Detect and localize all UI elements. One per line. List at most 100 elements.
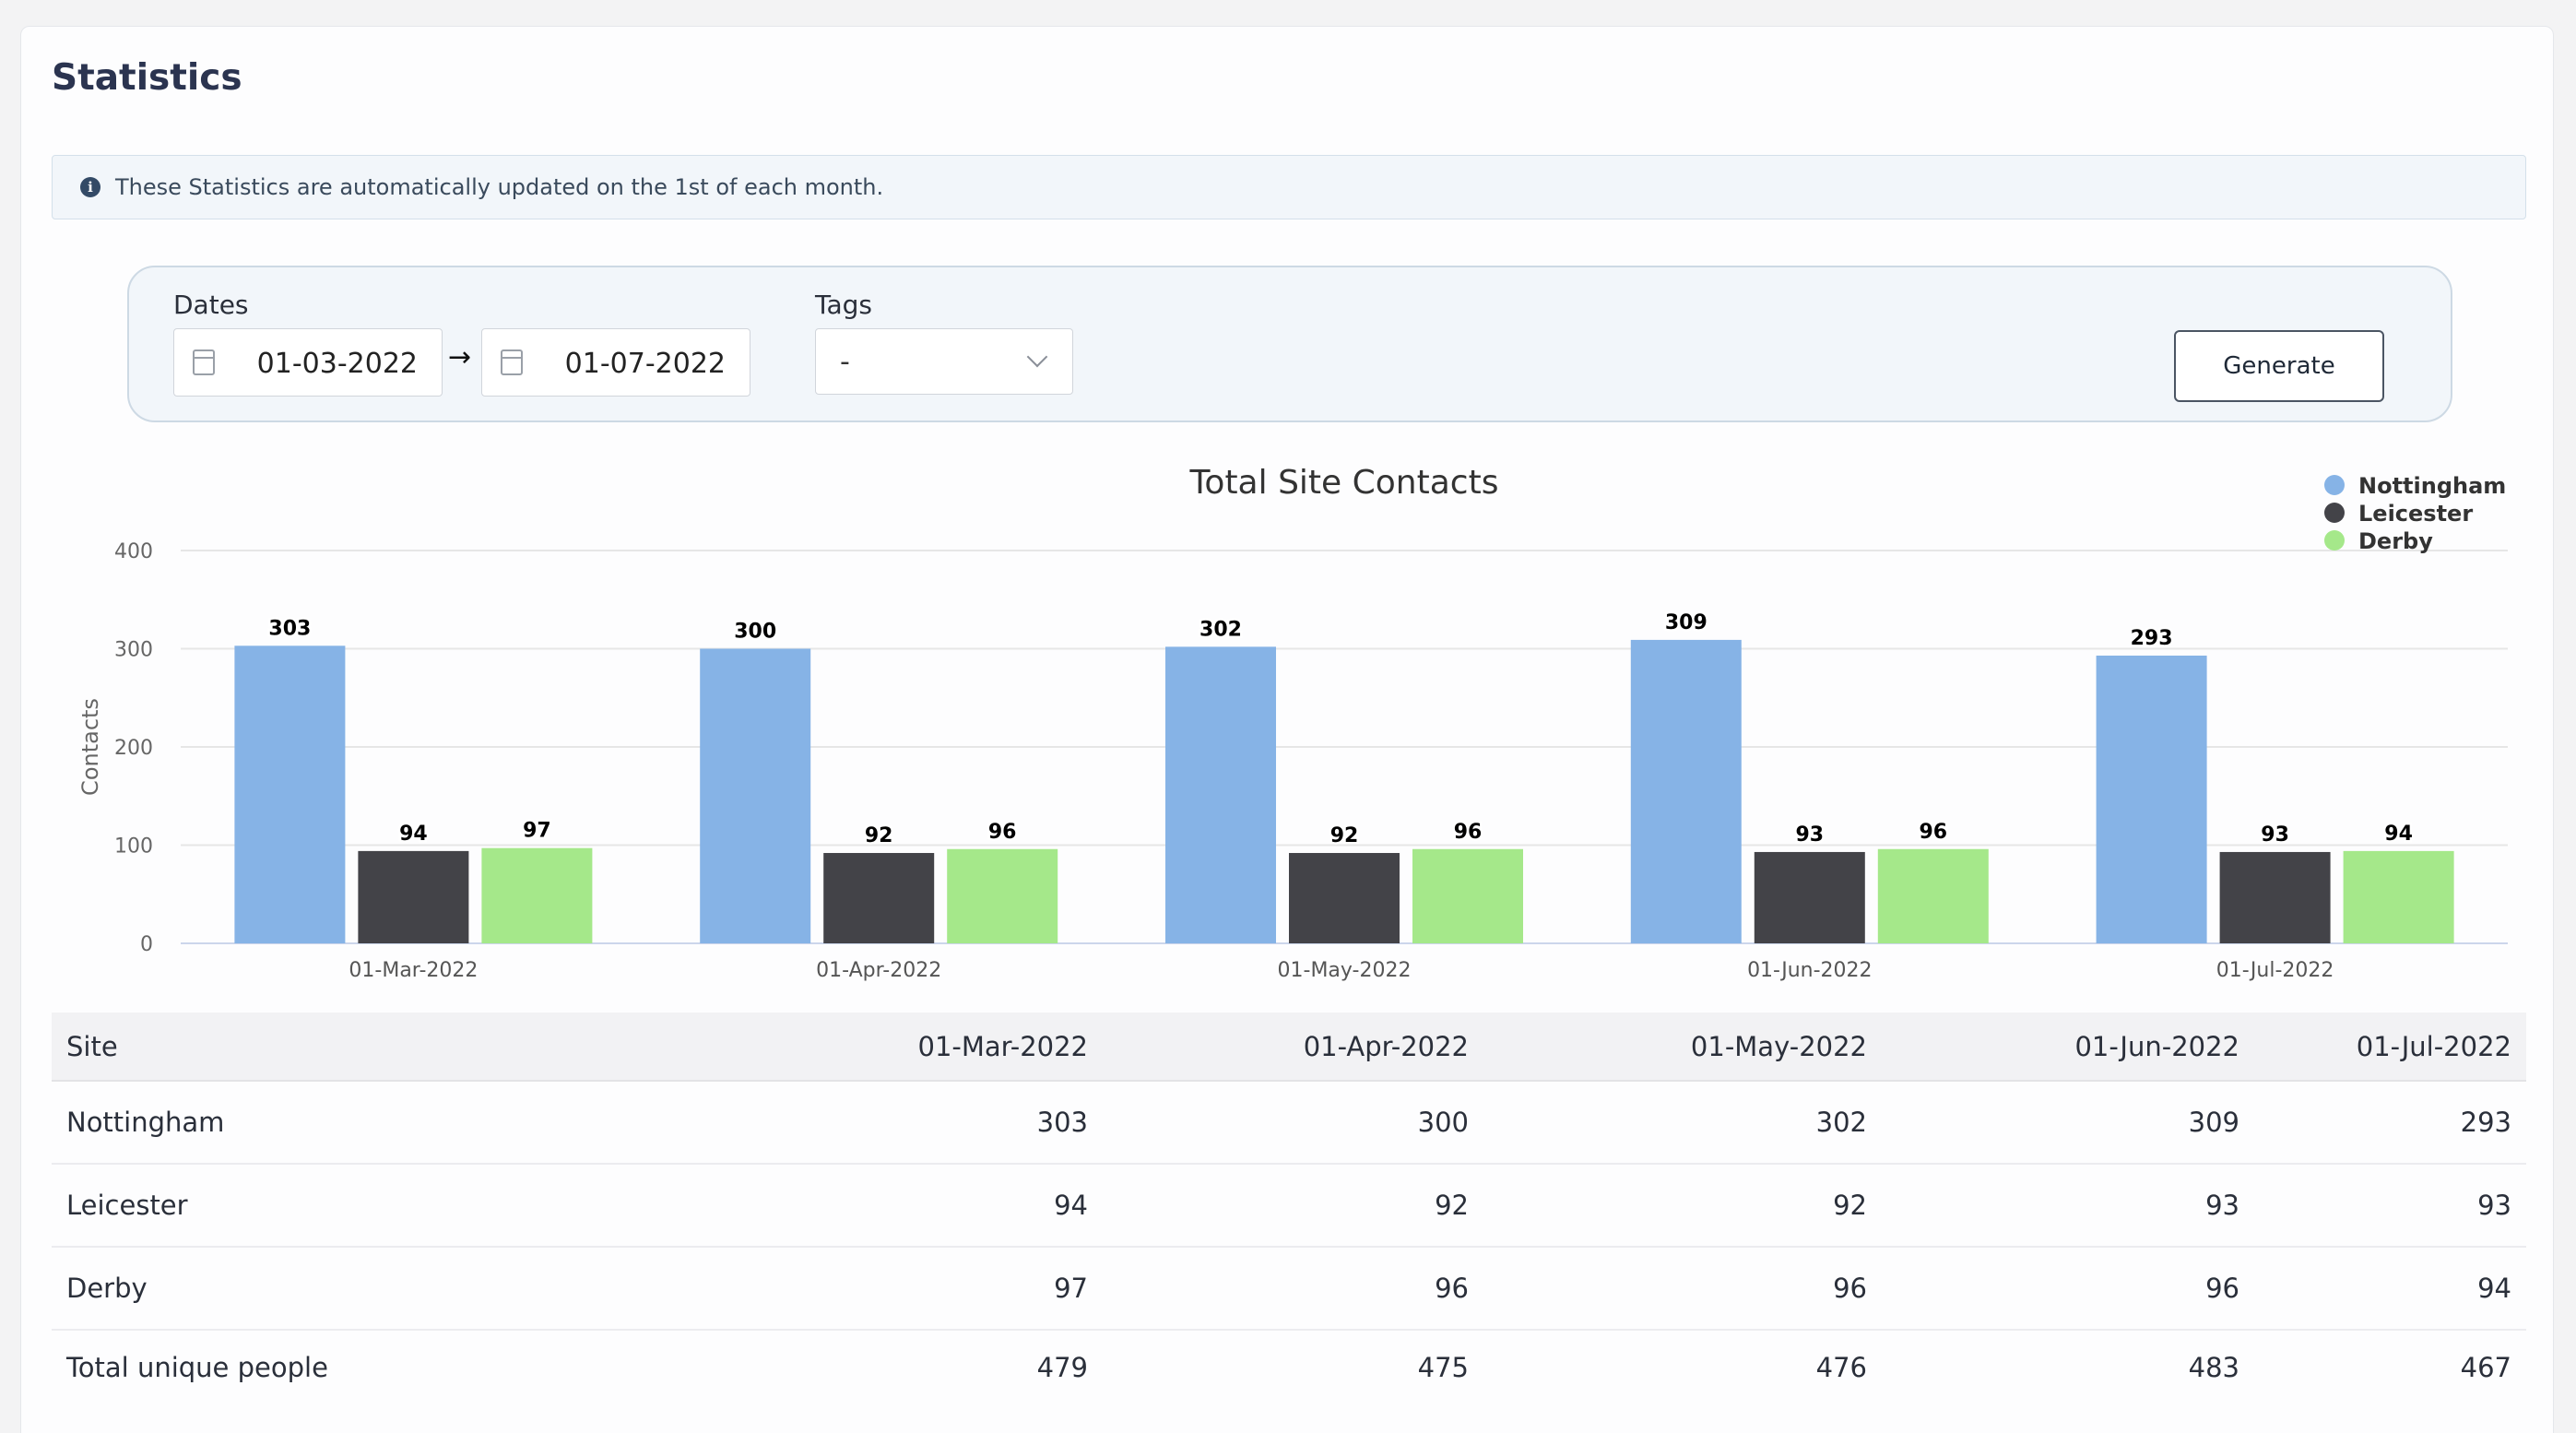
bar-leicester [1754,851,1865,943]
generate-button[interactable]: Generate [2174,330,2384,402]
data-label: 94 [2384,823,2413,846]
data-label: 93 [2261,823,2289,847]
value-cell: 92 [1483,1164,1882,1248]
bar-nottingham [700,648,811,943]
start-date-value: 01-03-2022 [256,348,418,380]
value-cell: 303 [752,1081,1103,1165]
value-cell: 96 [1882,1247,2254,1331]
tags-label: Tags [815,290,872,320]
site-cell: Nottingham [52,1081,752,1165]
value-cell: 97 [752,1247,1103,1331]
bar-derby [2343,850,2454,943]
column-header: 01-Apr-2022 [1103,1013,1483,1082]
data-label: 96 [988,821,1017,844]
bar-nottingham [1630,639,1742,943]
legend-marker-derby [2324,530,2345,551]
info-icon: i [80,177,100,197]
data-label: 97 [523,820,551,843]
y-tick-label: 300 [114,639,153,662]
x-tick-label: 01-Jul-2022 [2216,959,2334,982]
filter-panel [127,266,2452,422]
page-title: Statistics [52,57,242,99]
bar-leicester [358,850,469,943]
value-cell: 93 [1882,1164,2254,1248]
legend-label: Leicester [2358,501,2473,527]
value-cell: 309 [1882,1081,2254,1165]
y-tick-label: 100 [114,835,153,859]
value-cell: 483 [2188,1351,2239,1383]
bar-derby [1877,848,1989,943]
data-label: 96 [1454,821,1483,844]
bar-leicester [823,853,935,943]
site-cell: Total unique people [66,1351,328,1383]
value-cell: 479 [1036,1351,1088,1383]
end-date-value: 01-07-2022 [564,348,726,380]
chevron-down-icon [1026,346,1048,368]
value-cell: 302 [1483,1081,1882,1165]
info-alert-text: These Statistics are automatically updat… [115,174,884,200]
x-tick-label: 01-Apr-2022 [816,959,941,982]
bar-leicester [1289,853,1400,943]
table-row: Nottingham 303 300 302 309 293 [52,1081,2526,1165]
data-label: 96 [1919,821,1947,844]
x-tick-label: 01-Jun-2022 [1747,959,1872,982]
y-axis-label: Contacts [77,698,103,796]
table-row: Leicester 94 92 92 93 93 [52,1164,2526,1248]
value-cell: 96 [1483,1247,1882,1331]
table-row: Derby 97 96 96 96 94 [52,1247,2526,1331]
data-label: 309 [1665,611,1707,634]
x-tick-label: 01-May-2022 [1278,959,1412,982]
y-tick-label: 200 [114,737,153,760]
bar-nottingham [234,645,346,943]
bar-nottingham [2096,655,2207,943]
chart-title: Total Site Contacts [1189,464,1499,502]
total-site-contacts-chart: Total Site Contacts 0 100 200 300 400 Contacts… [77,464,2508,982]
column-header: 01-Jul-2022 [2254,1013,2526,1082]
legend-label: Derby [2358,528,2433,554]
data-label: 293 [2131,627,2173,650]
start-date-input[interactable]: 01-03-2022 [173,328,443,397]
y-tick-label: 0 [140,933,153,956]
end-date-input[interactable]: 01-07-2022 [481,328,750,397]
column-header-site: Site [52,1013,752,1082]
legend-label: Nottingham [2358,473,2506,499]
calendar-icon [193,349,215,375]
bar-derby [947,848,1058,943]
dates-label: Dates [173,290,249,320]
value-cell: 94 [752,1164,1103,1248]
x-tick-label: 01-Mar-2022 [349,959,478,982]
value-cell: 475 [1417,1351,1469,1383]
data-label: 92 [1330,824,1359,847]
calendar-icon [501,349,523,375]
value-cell: 300 [1103,1081,1483,1165]
data-label: 303 [268,617,311,640]
date-range-arrow-icon: → [448,341,472,373]
legend-marker-leicester [2324,503,2345,523]
value-cell: 93 [2254,1164,2526,1248]
data-label: 92 [865,824,893,847]
value-cell: 467 [2460,1351,2511,1383]
data-label: 302 [1199,618,1242,641]
bar-nottingham [1165,646,1276,943]
table-row-total: Total unique people 479 475 476 483 467 [52,1330,2526,1403]
column-header: 01-Mar-2022 [752,1013,1103,1082]
y-tick-label: 400 [114,540,153,563]
value-cell: 476 [1815,1351,1867,1383]
statistics-table: Site 01-Mar-2022 01-Apr-2022 01-May-2022… [52,1013,2526,1403]
info-alert: i These Statistics are automatically upd… [52,155,2526,219]
data-label: 94 [399,823,428,846]
site-cell: Leicester [52,1164,752,1248]
table-header-row: Site 01-Mar-2022 01-Apr-2022 01-May-2022… [52,1013,2526,1082]
site-cell: Derby [52,1247,752,1331]
bar-derby [1412,848,1523,943]
value-cell: 94 [2254,1247,2526,1331]
value-cell: 92 [1103,1164,1483,1248]
tags-select-value: - [840,346,850,378]
column-header: 01-May-2022 [1483,1013,1882,1082]
legend-marker-nottingham [2324,475,2345,495]
tags-select[interactable]: - [815,328,1073,395]
data-label: 300 [734,621,776,644]
data-label: 93 [1795,823,1824,847]
column-header: 01-Jun-2022 [1882,1013,2254,1082]
bar-derby [481,847,593,943]
